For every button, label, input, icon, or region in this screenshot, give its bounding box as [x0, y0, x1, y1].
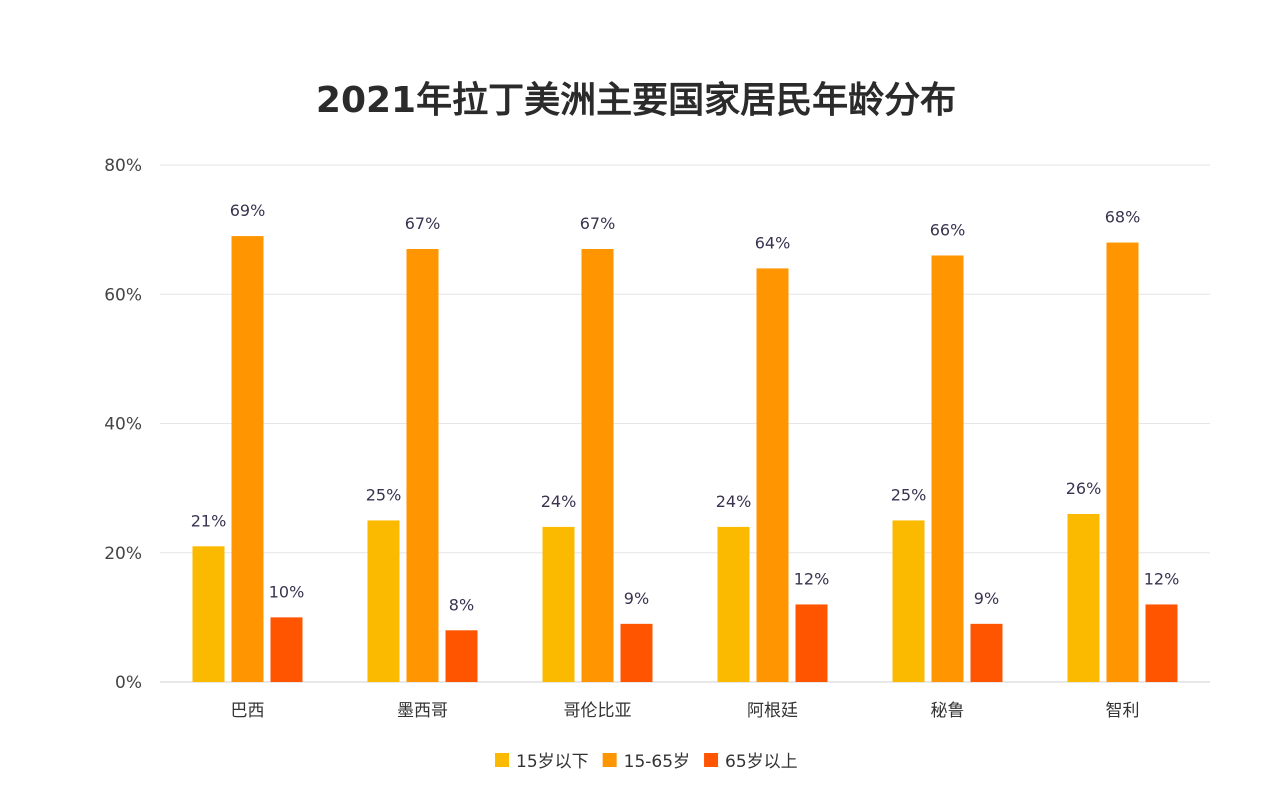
data-label: 66% — [930, 220, 966, 239]
y-tick-label: 60% — [104, 285, 142, 305]
data-label: 64% — [755, 233, 791, 252]
data-label: 9% — [624, 589, 649, 608]
y-tick-label: 80% — [104, 156, 142, 176]
legend-label: 15岁以下 — [516, 752, 589, 772]
x-tick-label: 智利 — [1106, 701, 1140, 721]
data-label: 12% — [1144, 569, 1180, 588]
bar — [620, 623, 653, 682]
data-label: 12% — [794, 569, 830, 588]
bar — [931, 255, 964, 682]
chart-title: 2021年拉丁美洲主要国家居民年龄分布 — [316, 80, 956, 121]
y-tick-label: 20% — [104, 544, 142, 564]
legend-swatch — [602, 753, 617, 767]
legend-item[interactable]: 15-65岁 — [602, 752, 690, 772]
bar — [445, 630, 478, 682]
bar — [406, 249, 439, 682]
data-label: 69% — [230, 201, 266, 220]
data-label: 67% — [405, 214, 441, 233]
data-label: 67% — [580, 214, 616, 233]
data-label: 25% — [891, 485, 927, 504]
bar — [892, 520, 925, 682]
legend-label: 15-65岁 — [624, 752, 690, 772]
data-label: 24% — [716, 492, 752, 511]
x-tick-label: 巴西 — [231, 701, 265, 721]
legend-item[interactable]: 15岁以下 — [495, 752, 589, 772]
data-label: 8% — [449, 595, 474, 614]
bar — [367, 520, 400, 682]
y-tick-label: 0% — [115, 673, 142, 693]
legend-swatch — [704, 753, 719, 767]
bar — [270, 617, 303, 682]
bar — [1145, 604, 1178, 682]
bar — [795, 604, 828, 682]
x-tick-label: 墨西哥 — [397, 701, 448, 721]
bar — [756, 268, 789, 682]
x-tick-label: 阿根廷 — [747, 701, 798, 721]
x-tick-label: 秘鲁 — [931, 701, 965, 721]
data-label: 68% — [1105, 208, 1141, 227]
bar — [192, 546, 225, 682]
data-label: 25% — [366, 485, 402, 504]
legend-label: 65岁以上 — [725, 752, 798, 772]
bar — [717, 526, 750, 682]
x-tick-label: 哥伦比亚 — [564, 701, 632, 721]
bar — [231, 236, 264, 682]
bar — [1067, 513, 1100, 682]
bar — [581, 249, 614, 682]
legend-swatch — [495, 753, 509, 767]
legend-item[interactable]: 65岁以上 — [704, 752, 798, 772]
bar — [1106, 242, 1139, 683]
bar — [970, 623, 1003, 682]
data-label: 10% — [269, 582, 305, 601]
y-tick-label: 40% — [104, 415, 142, 435]
data-label: 24% — [541, 492, 577, 511]
data-label: 9% — [974, 589, 999, 608]
bar — [542, 526, 575, 682]
data-label: 26% — [1066, 479, 1102, 498]
data-label: 21% — [191, 511, 227, 530]
